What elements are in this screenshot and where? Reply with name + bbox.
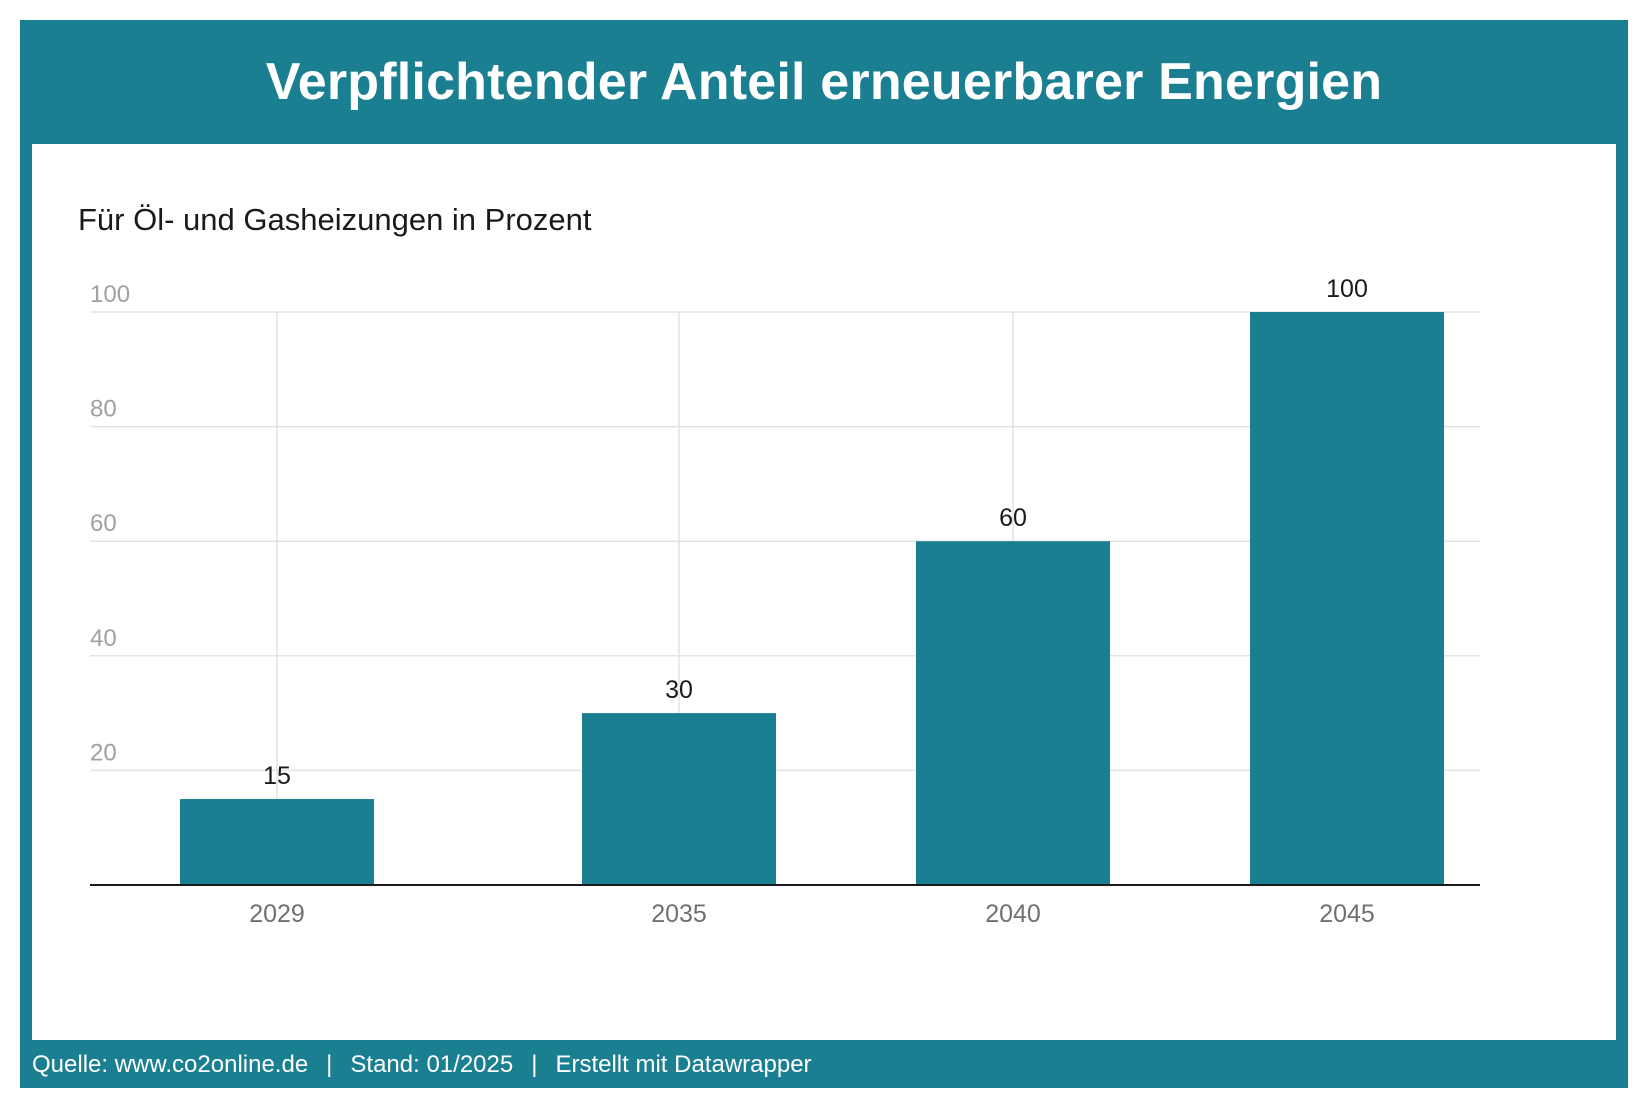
y-tick-label: 40 — [90, 625, 117, 652]
footer-date: Stand: 01/2025 — [350, 1051, 514, 1078]
footer-separator: | — [531, 1051, 538, 1078]
bar — [582, 713, 776, 885]
x-tick-label: 2029 — [249, 900, 305, 928]
chart-frame: Verpflichtender Anteil erneuerbarer Ener… — [20, 20, 1628, 1088]
bar — [916, 541, 1110, 885]
footer-separator: | — [326, 1051, 333, 1078]
y-tick-label: 80 — [90, 396, 117, 423]
chart-panel: Für Öl- und Gasheizungen in Prozent 20 40… — [32, 144, 1616, 1040]
bar — [180, 799, 374, 885]
value-label: 30 — [665, 676, 693, 704]
y-tick-label: 100 — [90, 281, 130, 308]
y-tick-label: 60 — [90, 510, 117, 537]
chart-title: Verpflichtender Anteil erneuerbarer Ener… — [265, 53, 1383, 111]
chart-subtitle: Für Öl- und Gasheizungen in Prozent — [78, 202, 592, 237]
x-tick-label: 2035 — [651, 900, 707, 928]
y-tick-label: 20 — [90, 739, 117, 766]
bar — [1250, 312, 1444, 885]
footer-credit: Erstellt mit Datawrapper — [555, 1051, 812, 1078]
x-tick-label: 2040 — [985, 900, 1041, 928]
chart-footer: Quelle: www.co2online.de | Stand: 01/202… — [32, 1045, 812, 1085]
x-tick-label: 2045 — [1319, 900, 1375, 928]
value-label: 15 — [263, 762, 291, 790]
value-label: 100 — [1326, 275, 1368, 303]
footer-source: Quelle: www.co2online.de — [32, 1051, 309, 1078]
value-label: 60 — [999, 504, 1027, 532]
